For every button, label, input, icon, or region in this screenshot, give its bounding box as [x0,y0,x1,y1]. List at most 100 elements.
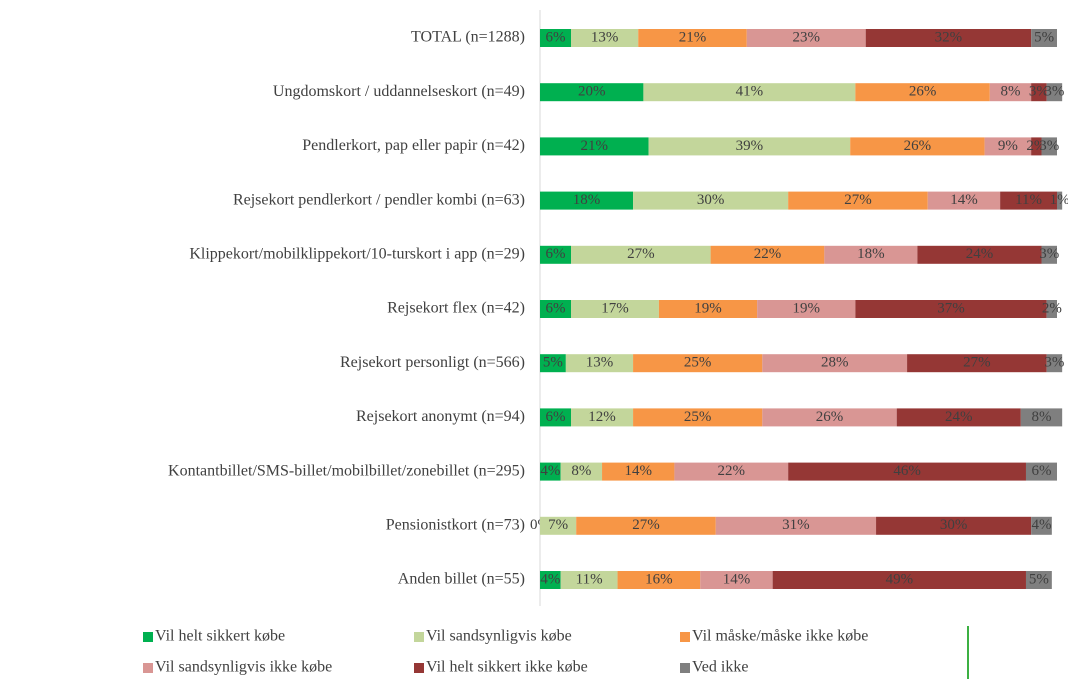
value-label: 30% [940,517,968,533]
bar-segment [824,245,918,264]
bar-segment [865,29,1032,47]
value-label: 26% [909,84,937,100]
category-label: Rejsekort flex (n=42) [387,300,525,317]
bar-segment [1057,191,1063,210]
value-label: 6% [1031,463,1051,479]
category-label: Rejsekort pendlerkort / pendler kombi (n… [233,191,525,208]
category-label: Klippekort/mobilklippekort/10-turskort i… [189,245,525,262]
bar-segment [850,137,985,156]
legend-swatch [143,632,153,642]
bar-segment [700,571,773,589]
value-label: 6% [546,300,566,316]
value-label: 32% [935,29,963,45]
bar-segment [762,408,897,427]
value-label: 23% [793,29,821,45]
value-label: 22% [754,246,782,262]
bar-segment [1046,300,1057,318]
bar-segment [576,516,716,535]
bar-segment [571,29,639,47]
bar-segment [1025,571,1052,589]
value-label: 25% [684,409,712,425]
value-label: 14% [723,571,751,587]
value-label: 41% [736,84,764,100]
value-label: 39% [736,138,764,154]
value-label: 6% [546,409,566,425]
bar-segment [772,571,1026,589]
value-label: 19% [694,300,722,316]
value-label: 8% [1000,84,1020,100]
value-label: 30% [697,192,725,208]
value-label: 49% [886,571,914,587]
value-label: 22% [718,463,746,479]
value-label: 4% [1031,517,1051,533]
value-label: 12% [588,409,616,425]
value-label: 18% [857,246,885,262]
value-label: 1% [1050,192,1068,208]
bar-segment [571,408,634,427]
bar-segment [540,245,572,264]
bar-segment [540,354,566,373]
legend-swatch [414,663,424,673]
category-label: Ungdomskort / uddannelseskort (n=49) [273,83,525,100]
value-label: 28% [821,355,849,371]
value-label: 3% [1039,138,1059,154]
value-label: 27% [963,355,991,371]
value-label: 5% [1034,29,1054,45]
value-label: 3% [1044,84,1064,100]
value-label: 2% [1026,138,1046,154]
bar-segment [571,245,711,264]
value-label: 17% [601,300,629,316]
bar-segment [540,462,561,481]
bar-segment [540,516,577,535]
bar-segment [565,354,634,373]
value-label: 13% [586,355,614,371]
value-label: 3% [1029,84,1049,100]
bar-segment [746,29,866,47]
bar-segment [710,245,825,264]
bar-segment [658,300,758,318]
legend-label: Vil sandsynligvis købe [426,628,572,645]
bar-segment [1041,245,1057,264]
bar-segment [648,137,851,156]
value-label: 19% [793,300,821,316]
value-label: 8% [1031,409,1051,425]
bar-segment [560,571,618,589]
value-label: 25% [684,355,712,371]
bar-segment [540,300,572,318]
value-label: 37% [937,300,965,316]
value-label: 14% [950,192,978,208]
bar-segment [633,408,763,427]
bar-segment [540,137,649,156]
category-label: Rejsekort personligt (n=566) [340,354,525,371]
legend-swatch [143,663,153,673]
bar-segment [907,354,1047,373]
bar-segment [1031,137,1042,156]
legend-label: Ved ikke [692,659,748,676]
category-label: TOTAL (n=1288) [411,29,525,46]
value-label: 27% [632,517,660,533]
value-label: 4% [540,571,560,587]
value-label: 31% [782,517,810,533]
bar-segment [540,83,644,102]
value-label: 11% [576,571,603,587]
value-label: 3% [1039,246,1059,262]
value-label: 3% [1044,355,1064,371]
value-label: 26% [816,409,844,425]
bar-segment [715,516,877,535]
bar-segment [1025,462,1057,481]
value-label: 27% [844,192,872,208]
bar-segment [571,300,659,318]
bar-segment [989,83,1032,102]
bar-segment [1031,516,1052,535]
bar-segment [757,300,856,318]
bar-segment [540,408,572,427]
bar-segment [788,191,928,210]
bar-segment [540,571,561,589]
legend-label: Vil helt sikkert ikke købe [426,659,588,676]
category-label: Pendlerkort, pap eller papir (n=42) [302,137,525,154]
bar-segment [633,191,789,210]
value-label: 46% [893,463,921,479]
value-label: 9% [998,138,1018,154]
bar-segment [855,300,1047,318]
bar-segment [560,462,603,481]
